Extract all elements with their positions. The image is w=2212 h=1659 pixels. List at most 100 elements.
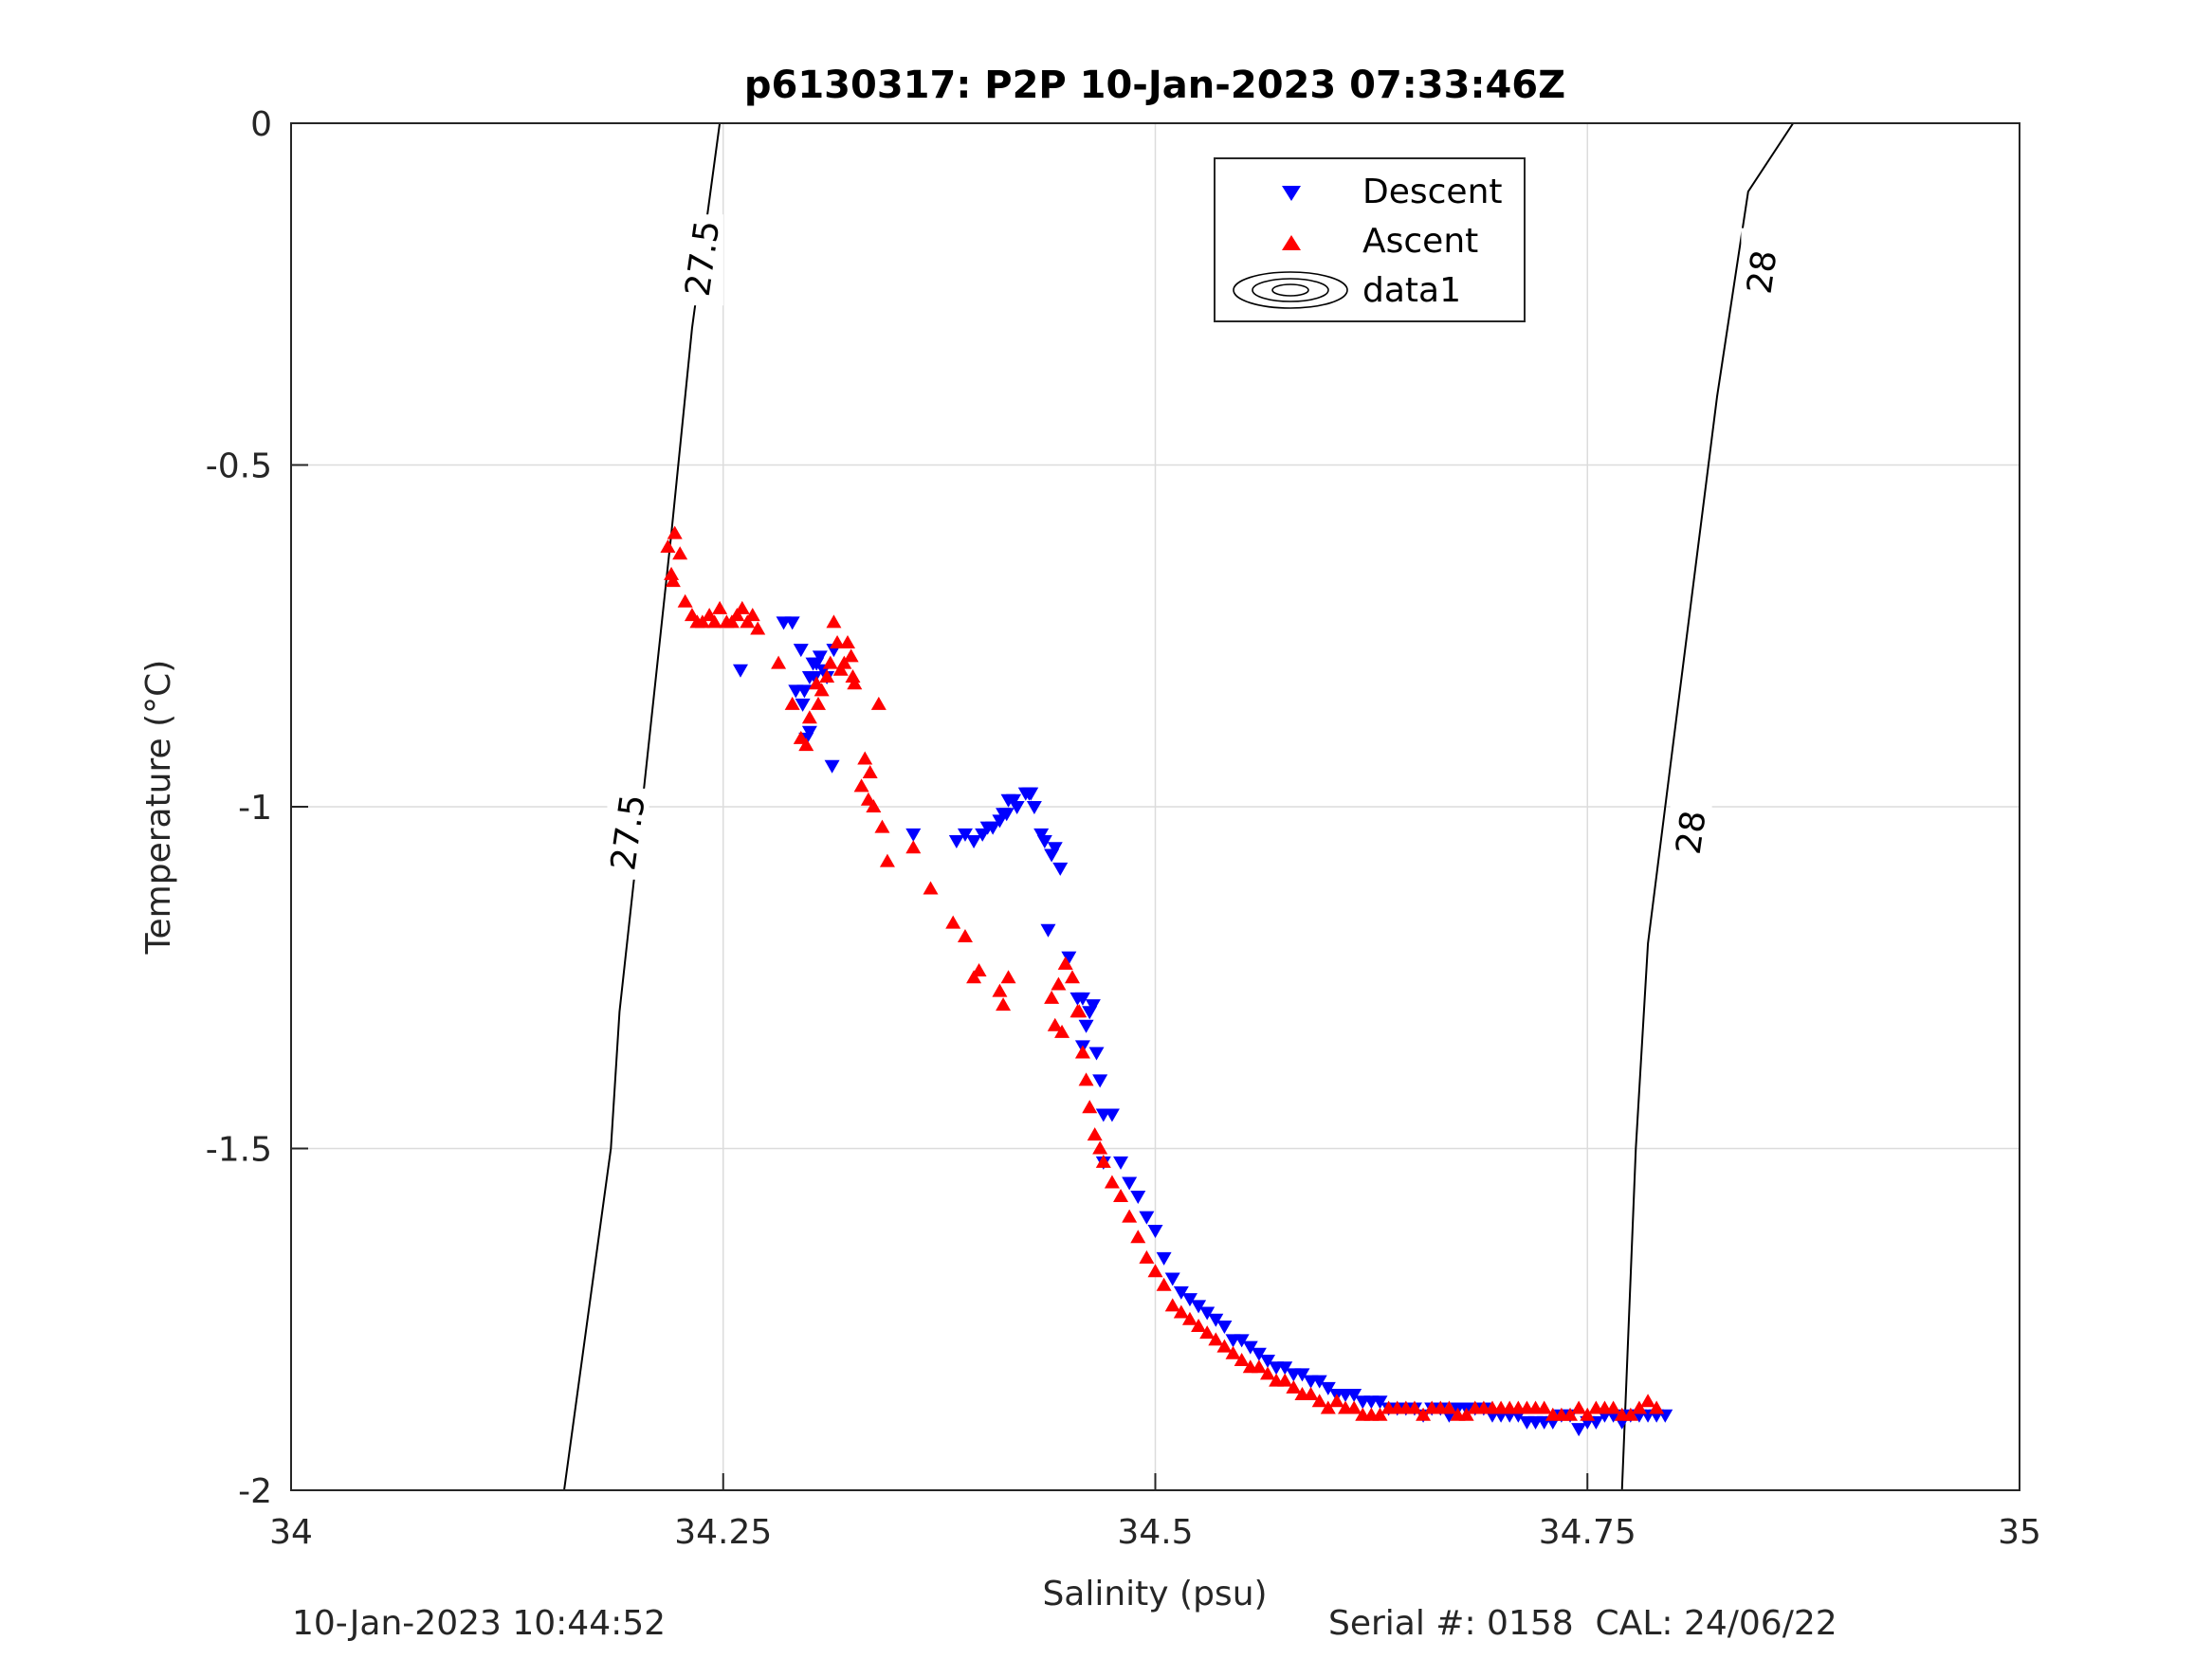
ascent-point: [822, 655, 838, 669]
ascent-point: [1087, 1127, 1103, 1141]
ascent-point: [945, 915, 961, 929]
ascent-point: [677, 593, 693, 608]
descent-point: [1346, 1389, 1362, 1403]
descent-point: [812, 650, 828, 665]
descent-point: [1251, 1347, 1267, 1361]
ascent-point: [729, 608, 745, 622]
ascent-point: [866, 799, 882, 812]
descent-point: [1164, 1272, 1180, 1286]
ascent-point: [1259, 1366, 1275, 1380]
descent-point: [795, 698, 811, 712]
descent-point: [1061, 951, 1077, 965]
ascent-point: [694, 614, 710, 629]
ascent-point: [1406, 1400, 1422, 1414]
descent-point: [1052, 862, 1069, 876]
legend-ascent-marker: [1282, 235, 1301, 250]
x-tick-label: 34.75: [1539, 1513, 1636, 1552]
ascent-point: [847, 676, 863, 690]
contour-label-bg: [1670, 788, 1712, 880]
y-axis-ticks: 0 -0.5 -1 -1.5 -2: [206, 105, 308, 1511]
ascent-point: [660, 539, 676, 554]
ascent-point: [971, 963, 987, 977]
descent-point: [807, 671, 823, 685]
descent-point: [1026, 801, 1042, 814]
ascent-point: [845, 669, 861, 684]
descent-point: [1242, 1340, 1258, 1355]
ascent-point: [830, 634, 846, 648]
ascent-point: [905, 840, 922, 854]
ascent-point: [706, 614, 722, 629]
ascent-point: [1277, 1373, 1293, 1387]
descent-point: [732, 664, 748, 678]
descent-point: [1139, 1211, 1155, 1225]
legend-box: [1214, 157, 1526, 322]
legend-descent-label: Descent: [1362, 173, 1503, 211]
descent-point: [1040, 923, 1056, 938]
ascent-point: [771, 655, 787, 669]
x-tick-label: 34: [269, 1513, 313, 1552]
ascent-point: [843, 648, 859, 663]
descent-point: [824, 759, 840, 774]
ascent-point: [1441, 1400, 1457, 1414]
ascent-point: [1074, 1045, 1090, 1059]
ascent-point: [1104, 1175, 1120, 1189]
x-tick-label: 35: [1998, 1513, 2041, 1552]
descent-point: [1571, 1423, 1587, 1437]
descent-point: [1191, 1300, 1207, 1314]
ascent-point: [1130, 1230, 1146, 1244]
ascent-point: [1082, 1100, 1098, 1114]
contour-label-bg: [607, 788, 649, 880]
y-tick-label: -1.5: [206, 1131, 272, 1170]
descent-point: [1147, 1225, 1163, 1239]
legend-data1-label: data1: [1362, 271, 1461, 310]
ascent-point: [1286, 1379, 1302, 1394]
descent-point: [1113, 1156, 1129, 1170]
descent-point: [1130, 1190, 1146, 1204]
descent-point: [1036, 835, 1052, 849]
ascent-point: [1311, 1394, 1327, 1408]
ascent-point: [870, 696, 887, 710]
descent-point: [1009, 801, 1025, 814]
ascent-point: [740, 614, 756, 629]
ascent-point: [1122, 1209, 1138, 1223]
ascent-point: [1147, 1264, 1163, 1278]
ascent-point: [923, 881, 939, 895]
ascent-point: [1458, 1407, 1474, 1421]
ascent-point: [840, 634, 856, 648]
descent-point: [801, 725, 817, 739]
x-tick-label: 34.25: [674, 1513, 772, 1552]
descent-point: [1156, 1251, 1172, 1266]
ascent-point: [1631, 1400, 1647, 1414]
ascent-point: [798, 738, 814, 752]
descent-point: [1320, 1381, 1336, 1395]
ascent-point: [1303, 1387, 1319, 1401]
ascent-point: [1051, 976, 1067, 991]
ascent-point: [1251, 1359, 1267, 1374]
footer-date: 10-Jan-2023 10:44:52: [292, 1604, 667, 1643]
ascent-point: [992, 983, 1008, 997]
descent-point: [998, 808, 1015, 822]
ascent-point: [1571, 1400, 1587, 1414]
descent-point: [1208, 1313, 1224, 1327]
descent-point: [1104, 1108, 1120, 1122]
ascent-point: [1092, 1140, 1108, 1155]
ascent-point: [853, 778, 869, 793]
chart-title: p6130317: P2P 10-Jan-2023 07:33:46Z: [744, 64, 1565, 107]
ascent-point: [1071, 1004, 1088, 1018]
ascent-point: [1139, 1249, 1155, 1264]
ascent-point: [734, 600, 750, 614]
ascent-point: [712, 600, 728, 614]
ascent-point: [957, 928, 973, 942]
ascent-point: [664, 566, 680, 580]
ascent-point: [966, 970, 982, 984]
ascent-point: [1622, 1407, 1638, 1421]
x-tick-label: 34.5: [1117, 1513, 1193, 1552]
descent-point: [1085, 999, 1101, 1013]
ascent-point: [814, 683, 830, 697]
ascent-point: [744, 608, 760, 622]
descent-point: [948, 835, 964, 849]
contour-label: 28: [1741, 247, 1785, 296]
ascent-point: [1649, 1400, 1665, 1414]
ascent-point: [811, 696, 827, 710]
contour-line: [1620, 122, 1795, 1491]
